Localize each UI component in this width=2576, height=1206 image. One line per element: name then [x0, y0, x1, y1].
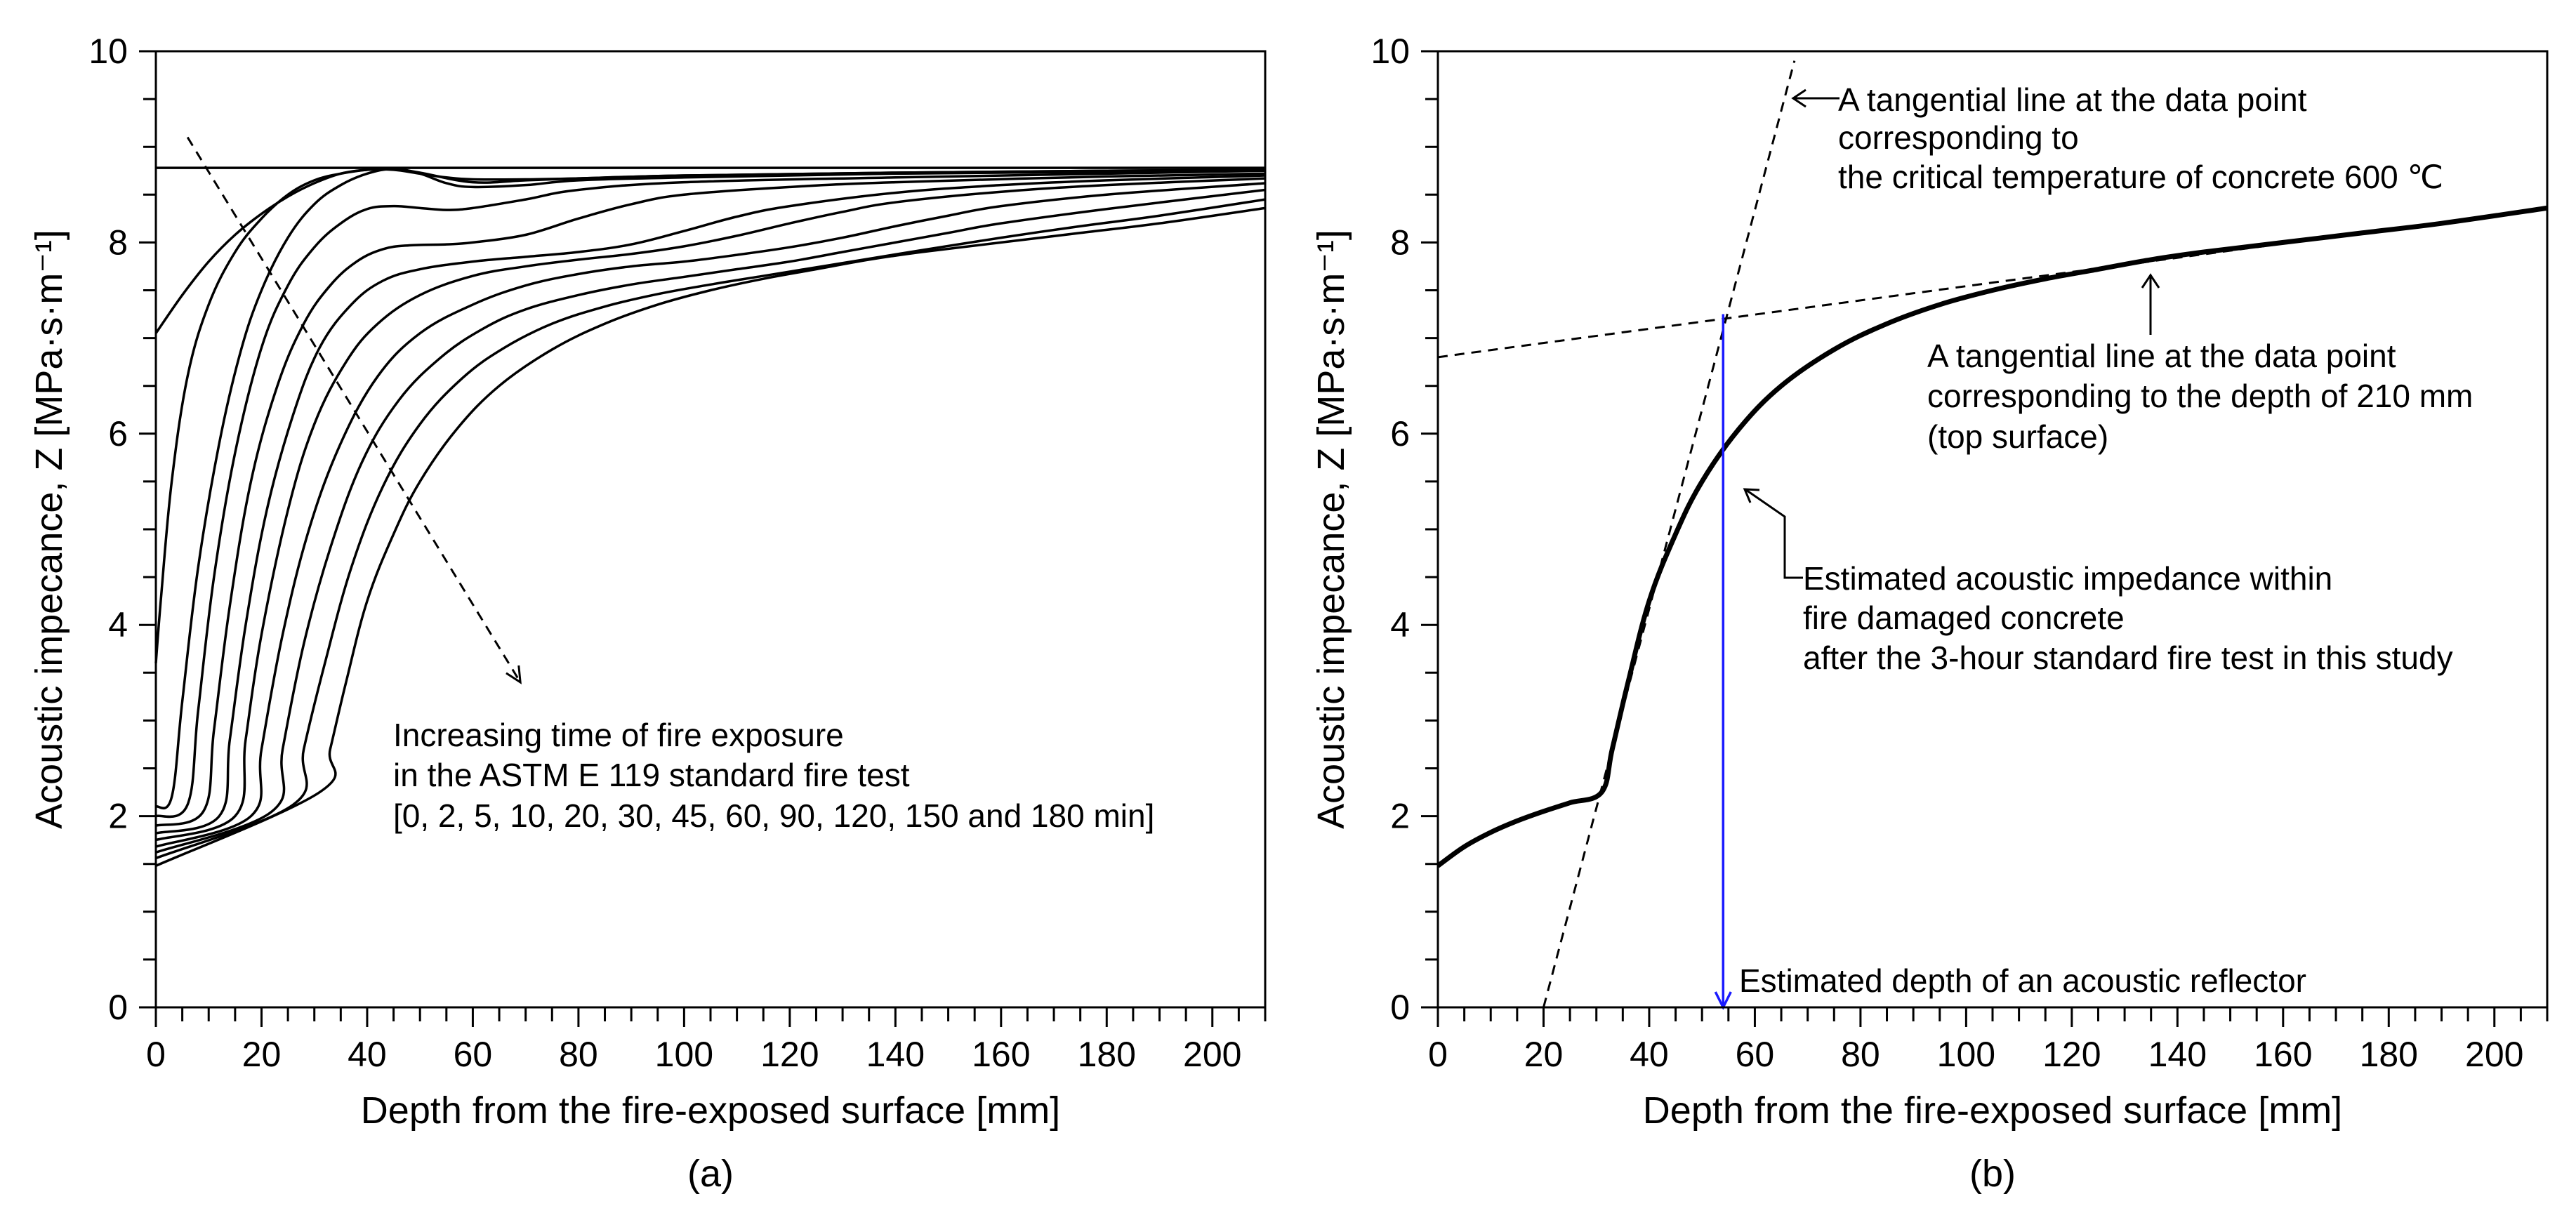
panel-a-y-tick-label: 8	[108, 223, 128, 262]
panel-a-series-30-min	[155, 172, 1266, 827]
panel-a-x-tick-label: 100	[655, 1035, 713, 1074]
panel-a-x-tick-label: 120	[760, 1035, 819, 1074]
panel-b-x-tick-label: 0	[1428, 1035, 1448, 1074]
panel-a-time-arrow	[186, 136, 522, 683]
panel-b-ticks: 0 20 40 60 80 100 120 140 160 180 200 0 2 4 6 8 10	[1370, 32, 2549, 1074]
panel-b-y-tick-label: 4	[1390, 605, 1410, 644]
panel-b-y-tick-label: 8	[1390, 223, 1410, 262]
panel-a-series-20-min	[155, 169, 1266, 819]
panel-b-x-tick-label: 140	[2148, 1035, 2207, 1074]
panel-b-x-tick-label: 120	[2042, 1035, 2101, 1074]
panel-b-annotation-210-line-2: corresponding to the depth of 210 mm	[1927, 378, 2473, 414]
panel-b-annotation-curve-line-2: fire damaged concrete	[1803, 599, 2125, 636]
panel-b-x-tick-label: 100	[1937, 1035, 1995, 1074]
panel-a-series-180-min	[155, 206, 1266, 868]
panel-a-x-tick-label: 20	[242, 1035, 282, 1074]
panel-b-annotation-600-line-2: corresponding to	[1838, 119, 2079, 156]
panel-a-chart: 0 20 40 60 80 100 120 140 160 180 200 0 2 4 6 8 10 Incre…	[28, 32, 1267, 1195]
panel-b-pointer-curve	[1745, 489, 1803, 579]
panel-b-y-tick-label: 2	[1390, 797, 1410, 836]
panel-b-x-tick-label: 40	[1630, 1035, 1669, 1074]
panel-a-x-tick-label: 40	[348, 1035, 387, 1074]
panel-b-annotation-210-line-3: (top surface)	[1927, 418, 2108, 455]
panel-a-x-tick-label: 80	[559, 1035, 598, 1074]
panel-b-series	[1436, 205, 2548, 868]
panel-b-x-tick-label: 160	[2254, 1035, 2312, 1074]
panel-b-annotation-210-line-1: A tangential line at the data point	[1927, 338, 2396, 374]
panel-a-y-axis-title: Acoustic impecance, Z [MPa·s·m⁻¹]	[28, 230, 70, 829]
panel-b-tangent-line-1	[1543, 60, 1796, 1008]
panel-a-x-tick-label: 0	[146, 1035, 166, 1074]
panel-a-y-tick-label: 10	[88, 32, 128, 71]
panel-b-plot-frame	[1436, 50, 2549, 1009]
panel-b-series-estimated-acoustic-impedance-180-min	[1436, 205, 2548, 868]
panel-a-time-arrow-head	[506, 665, 522, 684]
panel-a-series-45-min	[155, 174, 1266, 835]
panel-a-series-150-min	[155, 198, 1266, 860]
panel-a-y-tick-label: 6	[108, 414, 128, 453]
panel-b-pointer-600-head	[1791, 88, 1806, 108]
panel-b-x-tick-label: 80	[1841, 1035, 1880, 1074]
panel-b-x-tick-label: 200	[2465, 1035, 2523, 1074]
panel-a-y-tick-label: 0	[108, 988, 128, 1027]
panel-a-x-tick-label: 200	[1183, 1035, 1241, 1074]
panel-b-y-axis-title: Acoustic impecance, Z [MPa·s·m⁻¹]	[1310, 230, 1352, 829]
panel-b-annotation-reflector: Estimated depth of an acoustic reflector	[1739, 962, 2306, 999]
panel-a-x-tick-label: 60	[454, 1035, 493, 1074]
panel-b-label: (b)	[1969, 1153, 2016, 1195]
panel-a-annotation-line-2: in the ASTM E 119 standard fire test	[393, 757, 910, 793]
panel-b-chart: 0 20 40 60 80 100 120 140 160 180 200 0 2 4 6 8 10 A tan…	[1310, 32, 2549, 1195]
panel-a-y-tick-label: 2	[108, 797, 128, 836]
panel-a-series-60-min	[155, 177, 1266, 842]
panel-b-annotation-600-line-3: the critical temperature of concrete 600…	[1838, 159, 2443, 195]
panel-b-y-tick-label: 10	[1370, 32, 1410, 71]
panel-a-x-tick-label: 180	[1078, 1035, 1136, 1074]
panel-a-x-tick-label: 160	[972, 1035, 1030, 1074]
panel-a-series-10-min	[155, 167, 1266, 810]
panel-b-annotation-600-line-1: A tangential line at the data point	[1838, 81, 2307, 118]
panel-a-plot-frame	[154, 50, 1267, 1009]
panel-a-series-90-min	[155, 182, 1266, 848]
panel-a-series	[154, 166, 1266, 868]
panel-b-x-tick-label: 180	[2360, 1035, 2418, 1074]
panel-a-x-axis-title: Depth from the fire-exposed surface [mm]	[361, 1089, 1060, 1132]
panel-a-annotation-line-1: Increasing time of fire exposure	[393, 717, 844, 753]
panel-b-y-tick-label: 6	[1390, 414, 1410, 453]
panel-a-series-120-min	[155, 188, 1266, 854]
panel-b-x-tick-label: 60	[1736, 1035, 1775, 1074]
panel-b-annotation-curve-line-1: Estimated acoustic impedance within	[1803, 560, 2332, 597]
panel-b-pointer-210-head	[2141, 273, 2160, 289]
panel-b-annotation-curve-line-3: after the 3-hour standard fire test in t…	[1803, 640, 2453, 676]
panel-b-y-tick-label: 0	[1390, 988, 1410, 1027]
panel-b-pointer-curve-head	[1743, 488, 1760, 503]
panel-a-label: (a)	[687, 1153, 734, 1195]
panel-b-tangent-lines	[1437, 60, 2548, 1008]
panel-a-x-tick-label: 140	[866, 1035, 925, 1074]
panel-a-annotation-line-3: [0, 2, 5, 10, 20, 30, 45, 60, 90, 120, 1…	[393, 797, 1154, 834]
panel-a-ticks: 0 20 40 60 80 100 120 140 160 180 200 0 2 4 6 8 10	[88, 32, 1267, 1074]
panel-a-series-2-min	[154, 168, 1266, 334]
panel-b-x-axis-title: Depth from the fire-exposed surface [mm]	[1643, 1089, 2342, 1132]
panel-a-series-5-min	[154, 167, 1266, 663]
panel-b-x-tick-label: 20	[1524, 1035, 1564, 1074]
panel-a-y-tick-label: 4	[108, 605, 128, 644]
